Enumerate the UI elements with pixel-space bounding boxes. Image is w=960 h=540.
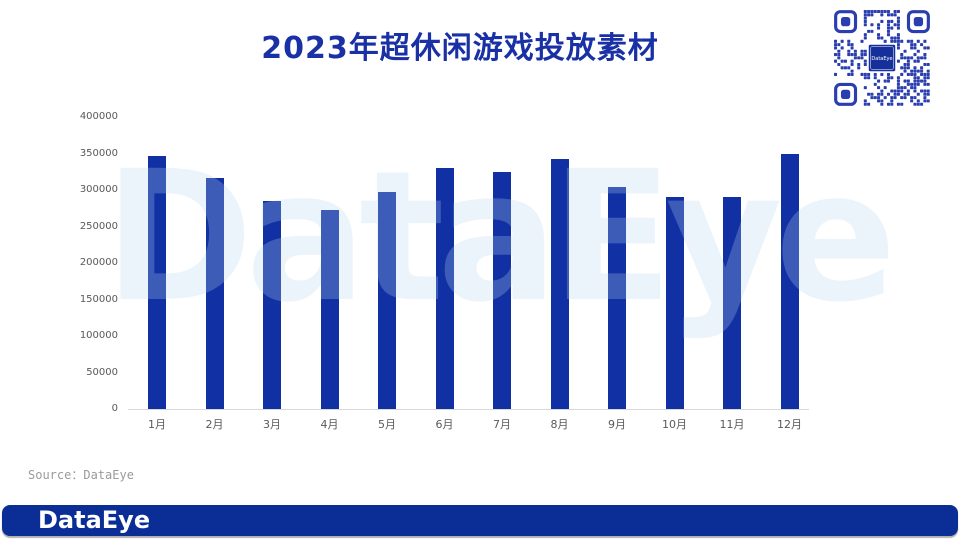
bar	[608, 187, 626, 409]
bar	[263, 200, 281, 409]
svg-text:DataEye: DataEye	[871, 56, 892, 62]
x-tick-label: 10月	[662, 418, 687, 431]
bar	[493, 172, 511, 409]
y-tick-label: 250000	[79, 220, 118, 232]
x-tick-label: 2月	[205, 418, 224, 431]
bar	[320, 210, 339, 409]
y-tick-label: 400000	[79, 111, 118, 122]
y-tick-label: 200000	[79, 257, 118, 268]
y-tick-label: 150000	[79, 293, 118, 305]
y-tick-label: 100000	[79, 330, 118, 341]
bar	[550, 159, 569, 409]
x-tick-label: 9月	[608, 418, 626, 431]
x-tick-label: 12月	[777, 418, 802, 431]
bar	[665, 196, 684, 409]
y-tick-label: 50000	[86, 366, 118, 378]
page-title: 2023年超休闲游戏投放素材	[261, 31, 659, 66]
y-tick-label: 350000	[79, 147, 118, 159]
x-tick-label: 4月	[320, 418, 339, 431]
x-tick-label: 11月	[719, 418, 745, 431]
x-tick-label: 3月	[263, 418, 281, 431]
x-axis-line	[128, 409, 809, 410]
x-tick-label: 1月	[148, 418, 166, 431]
x-tick-label: 8月	[550, 418, 569, 431]
x-tick-label: 6月	[435, 418, 454, 431]
bar	[148, 156, 166, 409]
bar	[378, 192, 396, 409]
qr-code-image: DataEye	[834, 10, 930, 106]
bar	[435, 168, 454, 409]
source-note: Source：DataEye	[28, 468, 134, 482]
dataeye-logo: DataEye	[38, 506, 151, 534]
x-tick-label: 5月	[378, 418, 396, 431]
x-tick-label: 7月	[493, 418, 511, 431]
y-tick-label: 300000	[79, 184, 118, 195]
bar	[205, 177, 224, 409]
y-tick-label: 0	[111, 403, 118, 414]
bar	[780, 154, 799, 409]
footer-bar: DataEye	[2, 505, 958, 536]
bar	[723, 196, 741, 409]
qr-code: DataEye	[834, 10, 930, 106]
